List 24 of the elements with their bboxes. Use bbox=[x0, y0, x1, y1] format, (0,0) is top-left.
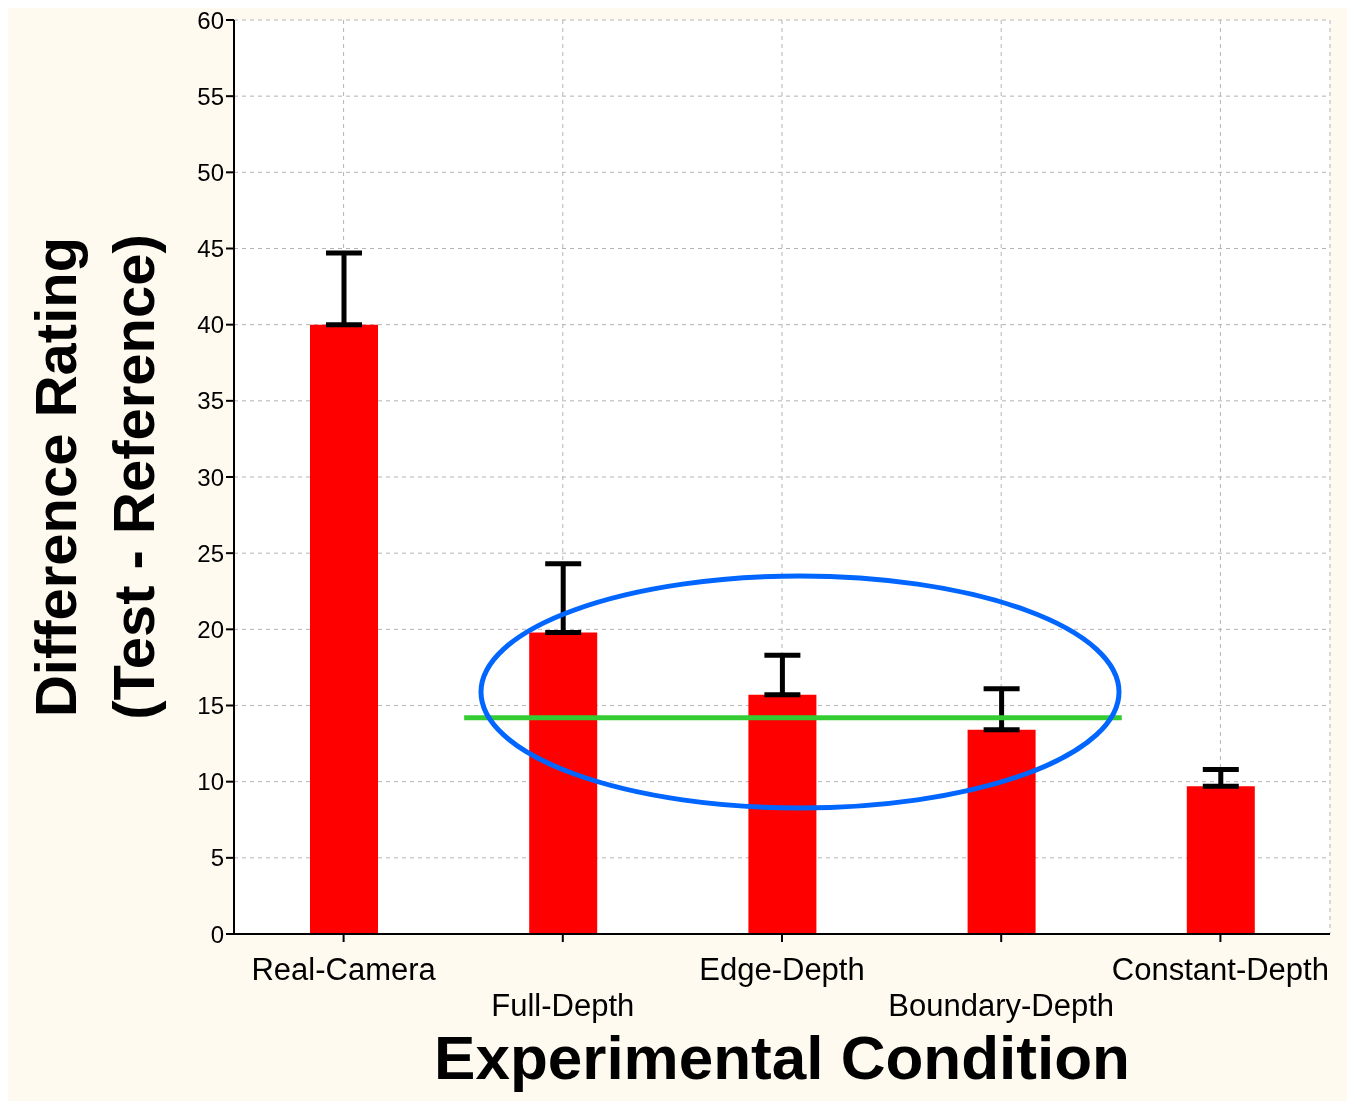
y-tick-label: 5 bbox=[210, 844, 224, 872]
y-axis-title: Difference Rating (Test - Reference) bbox=[23, 234, 166, 720]
y-tick-label: 25 bbox=[197, 539, 224, 567]
x-tick-label: Real-Camera bbox=[251, 952, 437, 988]
x-tick-label: Constant-Depth bbox=[1111, 952, 1329, 988]
y-tick-label: 45 bbox=[197, 235, 224, 263]
y-tick-label: 35 bbox=[197, 387, 224, 415]
y-tick-label: 0 bbox=[210, 920, 224, 948]
x-axis-title: Experimental Condition bbox=[434, 1023, 1130, 1092]
y-tick-label: 30 bbox=[197, 463, 224, 491]
y-tick-label: 55 bbox=[197, 82, 224, 110]
y-tick-label: 20 bbox=[197, 615, 224, 643]
x-tick-label: Edge-Depth bbox=[699, 952, 865, 988]
y-tick-label: 15 bbox=[197, 692, 224, 720]
x-tick-label: Boundary-Depth bbox=[888, 988, 1115, 1024]
x-tick-label: Full-Depth bbox=[491, 988, 635, 1024]
y-tick-label: 60 bbox=[197, 6, 224, 34]
y-tick-label: 50 bbox=[197, 158, 224, 186]
bar bbox=[967, 729, 1036, 934]
bar bbox=[310, 324, 378, 934]
bar bbox=[529, 632, 598, 934]
y-tick-label: 10 bbox=[197, 768, 224, 796]
bar bbox=[748, 694, 817, 934]
y-tick-label: 40 bbox=[197, 311, 224, 339]
